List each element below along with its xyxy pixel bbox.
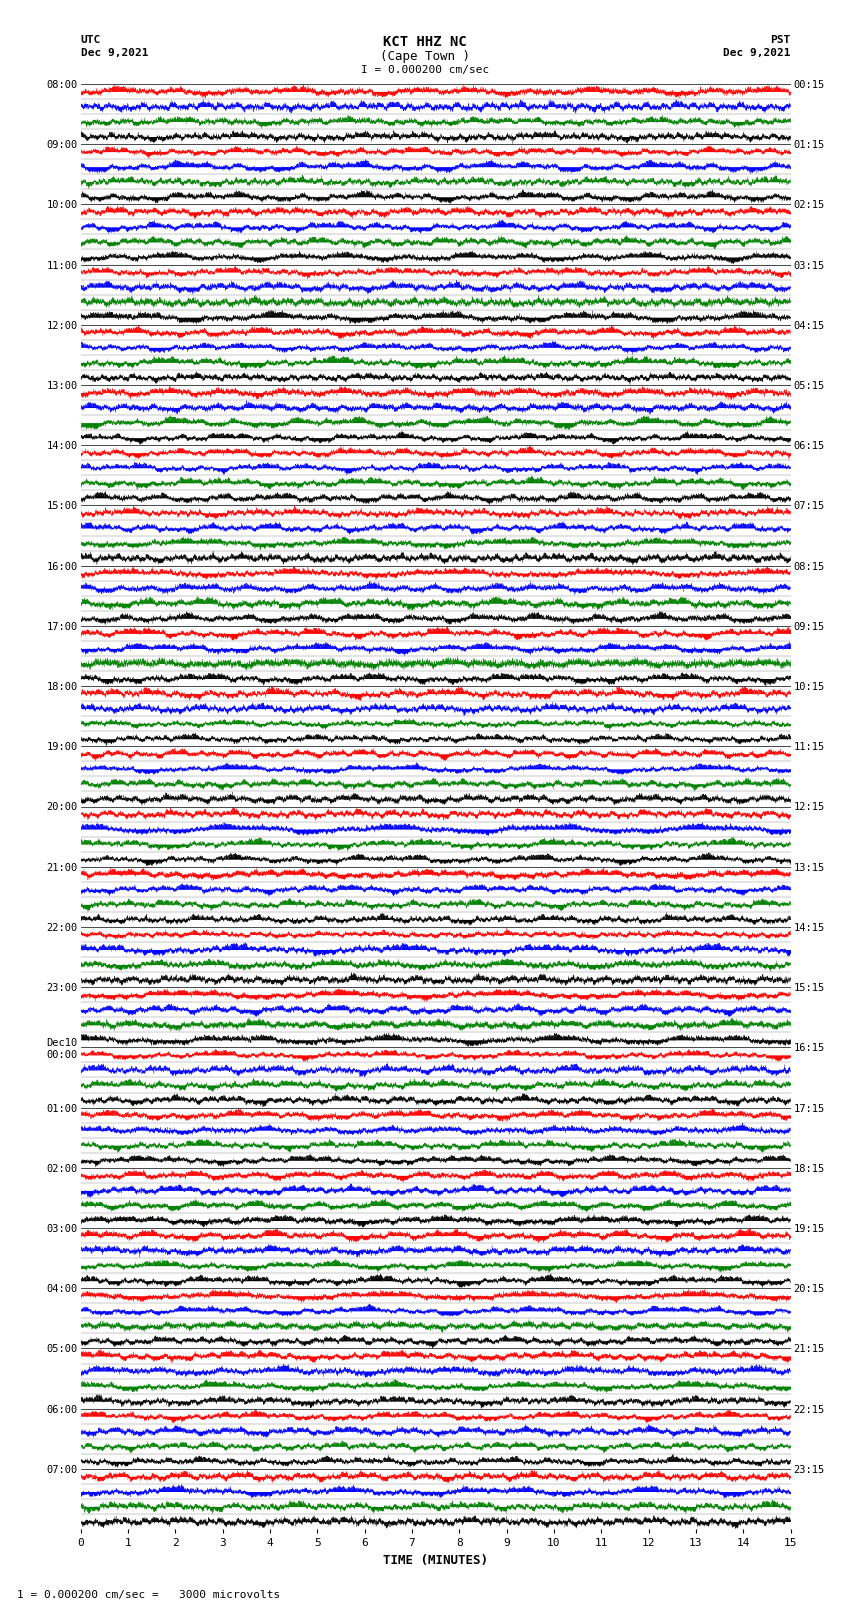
Text: (Cape Town ): (Cape Town ) [380, 50, 470, 63]
Text: 1 = 0.000200 cm/sec =   3000 microvolts: 1 = 0.000200 cm/sec = 3000 microvolts [17, 1590, 280, 1600]
Text: KCT HHZ NC: KCT HHZ NC [383, 35, 467, 50]
Text: UTC: UTC [81, 35, 101, 45]
Text: PST: PST [770, 35, 790, 45]
X-axis label: TIME (MINUTES): TIME (MINUTES) [383, 1553, 488, 1566]
Text: I = 0.000200 cm/sec: I = 0.000200 cm/sec [361, 65, 489, 74]
Text: Dec 9,2021: Dec 9,2021 [81, 48, 148, 58]
Text: Dec 9,2021: Dec 9,2021 [723, 48, 791, 58]
